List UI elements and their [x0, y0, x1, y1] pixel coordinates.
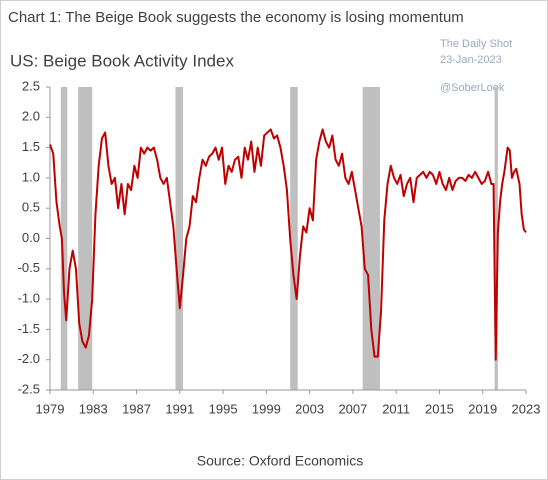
- x-tick-label: 1999: [252, 401, 281, 416]
- x-tick-label: 2019: [468, 401, 497, 416]
- y-tick-label: -2.0: [18, 351, 40, 366]
- recession-band: [494, 87, 498, 390]
- watermark: The Daily Shot: [440, 38, 512, 50]
- x-tick-label: 1979: [36, 401, 65, 416]
- x-tick-label: 2023: [512, 401, 541, 416]
- y-tick-label: 1.0: [22, 169, 40, 184]
- chart-title: Chart 1: The Beige Book suggests the eco…: [8, 9, 464, 26]
- y-tick-label: 0.5: [22, 200, 40, 215]
- y-tick-label: -1.0: [18, 291, 40, 306]
- x-tick-label: 2003: [295, 401, 324, 416]
- x-tick-label: 1987: [122, 401, 151, 416]
- x-tick-label: 1983: [79, 401, 108, 416]
- x-tick-label: 1995: [209, 401, 238, 416]
- recession-band: [175, 87, 184, 390]
- y-tick-label: 2.5: [22, 78, 40, 93]
- watermark: @SoberLook: [440, 82, 505, 94]
- chart-subtitle: US: Beige Book Activity Index: [10, 51, 234, 70]
- x-tick-label: 2011: [382, 401, 410, 416]
- x-tick-label: 1991: [165, 401, 194, 416]
- x-tick-label: 2007: [338, 401, 367, 416]
- watermark: 23-Jan-2023: [440, 54, 502, 66]
- recession-band: [78, 87, 93, 390]
- y-tick-label: 2.0: [22, 109, 40, 124]
- recession-band: [60, 87, 68, 390]
- y-tick-label: 0.0: [22, 230, 40, 245]
- source: Source: Oxford Economics: [197, 453, 364, 469]
- recession-band: [290, 87, 298, 390]
- y-tick-label: 1.5: [22, 139, 40, 154]
- y-tick-label: -1.5: [18, 321, 40, 336]
- x-tick-label: 2015: [425, 401, 454, 416]
- data-line: [49, 128, 527, 361]
- recession-band: [362, 87, 380, 390]
- y-tick-label: -2.5: [18, 381, 40, 396]
- y-tick-label: -0.5: [18, 260, 40, 275]
